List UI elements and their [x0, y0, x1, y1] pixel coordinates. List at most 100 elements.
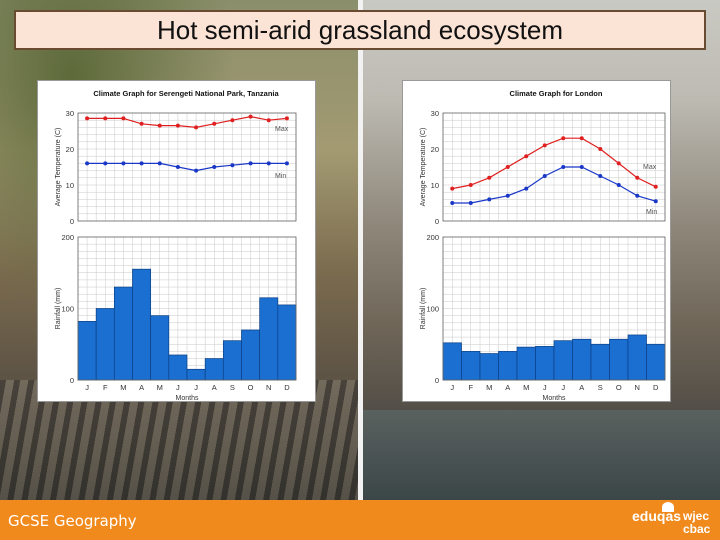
max-temp-point [284, 116, 289, 121]
min-temp-point [121, 161, 126, 166]
min-temp-point [194, 168, 199, 173]
rain-y-axis-label: Rainfall (mm) [55, 288, 62, 330]
max-temp-point [212, 121, 217, 126]
month-tick-label: A [579, 383, 584, 392]
rainfall-bar [479, 353, 499, 381]
max-temp-point [505, 165, 510, 169]
month-tick-label: D [284, 383, 290, 392]
rainfall-bar [113, 286, 133, 381]
max-temp-point [157, 123, 162, 128]
max-temp-point [653, 184, 658, 189]
min-temp-point [616, 183, 621, 187]
rainfall-bar [77, 321, 97, 381]
month-tick-label: J [543, 383, 547, 392]
serengeti-climate-graph: Climate Graph for Serengeti National Par… [37, 80, 316, 402]
rainfall-bar [241, 329, 261, 381]
eduqas-logo-text: eduqas [632, 508, 682, 524]
max-temp-point [103, 116, 108, 121]
month-tick-label: F [103, 383, 108, 392]
eduqas-logo-mark-icon [662, 502, 674, 512]
max-temp-point [85, 116, 90, 121]
max-temp-point [542, 143, 547, 148]
temp-y-tick-label: 20 [66, 145, 74, 154]
month-tick-label: J [176, 383, 180, 392]
slide-title-box: Hot semi-arid grassland ecosystem [14, 10, 706, 50]
min-temp-point [635, 193, 640, 198]
photo-divider [358, 0, 363, 500]
rain-y-tick-label: 0 [435, 376, 439, 385]
rainfall-bar [95, 308, 115, 381]
temp-y-tick-label: 10 [431, 181, 439, 190]
temp-y-axis-label: Average Temperature (C) [420, 128, 427, 207]
cbac-logo-text: cbac [683, 522, 711, 536]
temp-y-tick-label: 30 [66, 109, 74, 118]
rainfall-bar [204, 358, 224, 381]
rainfall-bar [516, 346, 536, 381]
max-temp-point [248, 114, 253, 119]
max-temp-point [524, 154, 529, 159]
max-temp-point [230, 118, 235, 123]
rainfall-bar [553, 340, 573, 381]
footer-bar [0, 500, 720, 540]
rainfall-bar [461, 351, 481, 381]
rain-y-tick-label: 200 [426, 233, 439, 242]
month-tick-label: D [653, 383, 659, 392]
max-temp-point [635, 175, 640, 180]
rain-y-tick-label: 200 [61, 233, 74, 242]
month-tick-label: J [561, 383, 565, 392]
min-series-label: Min [275, 173, 286, 180]
min-temp-point [85, 161, 90, 166]
serengeti-chart-svg: Climate Graph for Serengeti National Par… [55, 89, 297, 402]
month-tick-label: A [139, 383, 144, 392]
month-tick-label: M [523, 383, 529, 392]
rainfall-bar [590, 343, 610, 381]
min-temp-point [139, 161, 144, 166]
rain-plot-frame [77, 236, 297, 381]
month-tick-label: O [616, 383, 622, 392]
month-tick-label: A [505, 383, 510, 392]
rainfall-bar [646, 343, 666, 381]
temp-y-tick-label: 0 [70, 217, 74, 226]
max-temp-line [87, 115, 287, 129]
rainfall-bar [222, 340, 242, 381]
month-tick-label: M [120, 383, 126, 392]
min-temp-point [487, 197, 492, 202]
month-tick-label: J [450, 383, 454, 392]
rainfall-bar [259, 297, 279, 381]
months-axis-label: Months [543, 395, 566, 402]
line-chart-title: Climate Graph for London [510, 89, 603, 98]
eduqas-logo: eduqas [632, 502, 682, 524]
max-temp-point [450, 186, 455, 191]
max-series-label: Max [275, 126, 289, 133]
temp-plot-frame [77, 112, 297, 222]
min-temp-point [212, 165, 217, 169]
rainfall-bar [442, 342, 462, 381]
footer-label: GCSE Geography [8, 512, 137, 530]
month-tick-label: O [248, 383, 254, 392]
min-series-label: Min [646, 209, 657, 216]
max-temp-line [452, 137, 657, 190]
rainfall-bar [627, 334, 647, 381]
min-temp-point [266, 161, 271, 166]
month-tick-label: S [230, 383, 235, 392]
min-temp-point [542, 174, 547, 178]
max-temp-point [194, 125, 199, 130]
min-temp-point [284, 161, 289, 166]
min-temp-line [87, 162, 287, 172]
min-temp-point [524, 186, 529, 191]
month-tick-label: F [468, 383, 473, 392]
min-temp-point [468, 201, 473, 205]
min-temp-point [450, 201, 455, 205]
max-temp-point [598, 147, 603, 151]
month-tick-label: N [266, 383, 271, 392]
rainfall-bar [132, 268, 152, 381]
wjec-logo-text: wjec [683, 509, 710, 523]
temp-y-tick-label: 30 [431, 109, 439, 118]
temp-y-axis-label: Average Temperature (C) [55, 128, 62, 207]
temp-y-tick-label: 10 [66, 181, 74, 190]
min-temp-line [452, 166, 656, 204]
rainfall-bar [168, 354, 188, 381]
rain-y-tick-label: 100 [61, 305, 74, 314]
min-temp-point [248, 161, 253, 166]
rainfall-bar [535, 346, 555, 381]
